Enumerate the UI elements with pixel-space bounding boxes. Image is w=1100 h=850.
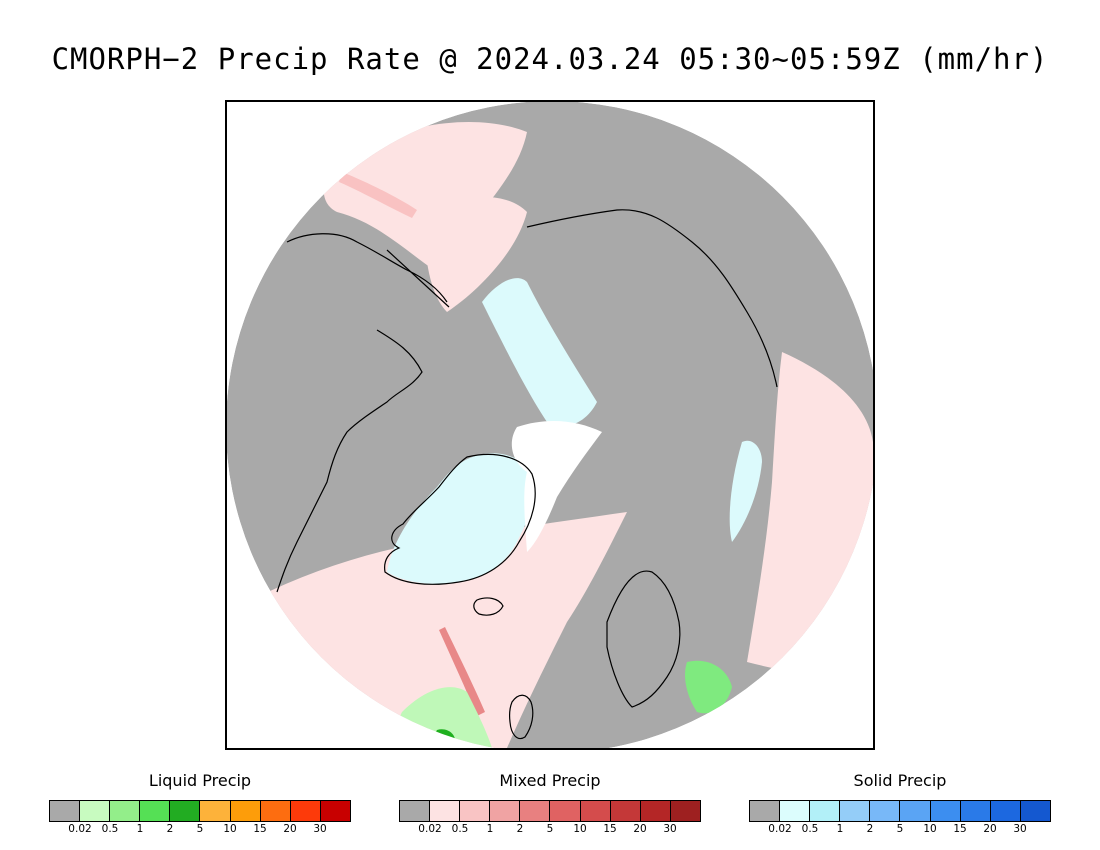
legend-swatch [780, 801, 811, 821]
legend-tick-label: 0.5 [451, 823, 469, 835]
no-data-region [511, 420, 602, 552]
legend-tick-label: 15 [603, 823, 617, 835]
legend-tick-label: 10 [923, 823, 937, 835]
legend-swatch [870, 801, 901, 821]
legend-swatch [990, 801, 1021, 821]
legend-swatch [140, 801, 171, 821]
legend-swatch [50, 801, 81, 821]
legend-swatch [230, 801, 261, 821]
legend-swatch [80, 801, 111, 821]
legend-swatch [490, 801, 521, 821]
legend-liquid: Liquid Precip 0.02 0.5 1 2 5 10 15 20 30 [49, 770, 351, 837]
legend-tick-label: 5 [196, 823, 204, 835]
legend-tick-label: 0.02 [768, 823, 792, 835]
legend-mixed-ticks: 0.02 0.5 1 2 5 10 15 20 30 [399, 823, 701, 837]
legend-swatch [430, 801, 461, 821]
legend-tick-label: 15 [253, 823, 267, 835]
legend-swatch [1020, 801, 1050, 821]
coastline-britain [509, 694, 534, 740]
legend-tick-label: 30 [313, 823, 327, 835]
solid-precip-area-ural [729, 440, 762, 542]
legend-tick-label: 0.02 [68, 823, 92, 835]
polar-map [225, 100, 875, 750]
coastline-siberia [526, 209, 778, 388]
legend-tick-label: 0.5 [801, 823, 819, 835]
solid-precip-streaks-arctic [482, 278, 597, 426]
legend-swatch [520, 801, 551, 821]
legend-mixed: Mixed Precip 0.02 0.5 1 2 5 10 15 20 30 [399, 770, 701, 837]
legend-swatch [200, 801, 231, 821]
coastline-iceland [473, 597, 504, 616]
legend-swatch [670, 801, 700, 821]
legend-solid-title: Solid Precip [853, 771, 947, 790]
legend-swatch [550, 801, 581, 821]
legend-tick-label: 10 [573, 823, 587, 835]
legend-swatch [610, 801, 641, 821]
legend-swatch [840, 801, 871, 821]
legend-swatch [400, 801, 431, 821]
legend-tick-label: 5 [896, 823, 904, 835]
legend-swatch [260, 801, 291, 821]
mixed-precip-area-alaska [425, 197, 527, 312]
mixed-precip-streak-atlantic [439, 627, 485, 716]
legend-swatch [110, 801, 141, 821]
coastline-bering-strait [386, 249, 450, 308]
coastline-canada [276, 329, 423, 593]
legend-liquid-swatches [49, 800, 351, 822]
legend-tick-label: 10 [223, 823, 237, 835]
legend-swatch [930, 801, 961, 821]
legend-tick-label: 1 [486, 823, 494, 835]
map-canvas [227, 102, 873, 748]
legend-tick-label: 20 [983, 823, 997, 835]
coastline-greenland [384, 453, 536, 585]
legend-tick-label: 20 [633, 823, 647, 835]
legend-tick-label: 2 [166, 823, 174, 835]
legend-tick-label: 30 [1013, 823, 1027, 835]
coastline-alaska [286, 233, 448, 303]
legend-swatch [640, 801, 671, 821]
mixed-precip-area-bering [323, 122, 527, 272]
legend-solid-ticks: 0.02 0.5 1 2 5 10 15 20 30 [749, 823, 1051, 837]
legend-swatch [900, 801, 931, 821]
legend-tick-label: 0.02 [418, 823, 442, 835]
legend-solid: Solid Precip 0.02 0.5 1 2 5 10 15 20 30 [749, 770, 1051, 837]
legend-tick-label: 1 [136, 823, 144, 835]
legend-liquid-title: Liquid Precip [148, 771, 252, 790]
legend-swatch [750, 801, 781, 821]
legend-swatch [320, 801, 350, 821]
legend-mixed-swatches [399, 800, 701, 822]
legend-mixed-title: Mixed Precip [499, 771, 601, 790]
legend-tick-label: 20 [283, 823, 297, 835]
legend-tick-label: 5 [546, 823, 554, 835]
legend-tick-label: 15 [953, 823, 967, 835]
legend-tick-label: 2 [866, 823, 874, 835]
legend-swatch [580, 801, 611, 821]
legend-swatch [960, 801, 991, 821]
legend-solid-swatches [749, 800, 1051, 822]
solid-precip-area-greenland [387, 453, 535, 584]
legend-tick-label: 30 [663, 823, 677, 835]
legend-swatch [170, 801, 201, 821]
legend-tick-label: 1 [836, 823, 844, 835]
legend-swatch [460, 801, 491, 821]
legend-swatch [290, 801, 321, 821]
legend-tick-label: 2 [516, 823, 524, 835]
legend-tick-label: 0.5 [101, 823, 119, 835]
legend-liquid-ticks: 0.02 0.5 1 2 5 10 15 20 30 [49, 823, 351, 837]
chart-title: CMORPH−2 Precip Rate @ 2024.03.24 05:30~… [51, 42, 1049, 76]
legend-swatch [810, 801, 841, 821]
coastline-scandinavia [606, 570, 681, 708]
liquid-precip-area-europe [685, 660, 732, 714]
mixed-precip-streak-bering [339, 172, 417, 218]
